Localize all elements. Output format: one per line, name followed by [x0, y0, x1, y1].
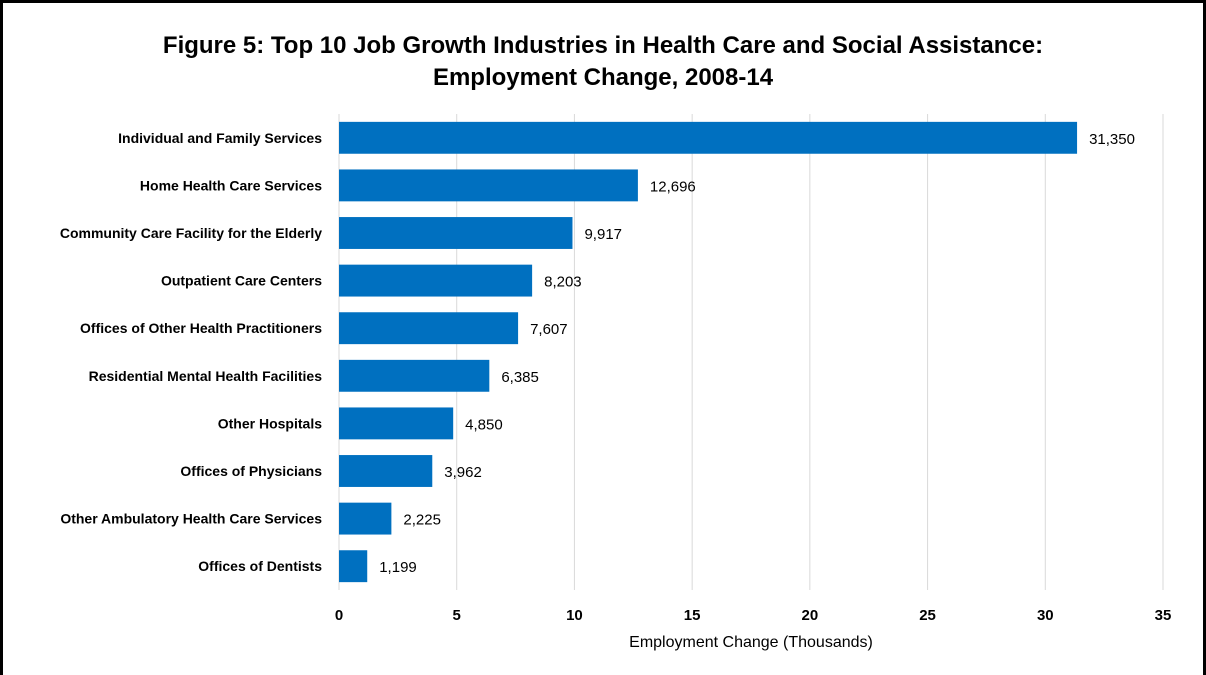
bar — [339, 217, 573, 249]
x-tick-label: 0 — [335, 607, 343, 624]
x-tick-label: 15 — [684, 607, 701, 624]
category-label: Outpatient Care Centers — [161, 273, 322, 289]
bar — [339, 407, 454, 440]
data-label: 4,850 — [465, 416, 503, 433]
category-label: Offices of Physicians — [180, 463, 322, 479]
data-label: 3,962 — [444, 464, 482, 481]
category-label: Other Ambulatory Health Care Services — [60, 511, 322, 527]
x-tick-label: 25 — [919, 607, 936, 624]
category-label: Other Hospitals — [218, 415, 322, 431]
data-label: 31,350 — [1089, 131, 1135, 148]
bar — [339, 264, 533, 297]
category-label: Offices of Dentists — [198, 558, 322, 574]
category-label: Individual and Family Services — [118, 130, 322, 146]
bar — [339, 121, 1078, 154]
data-label: 2,225 — [403, 512, 441, 529]
category-label: Offices of Other Health Practitioners — [80, 320, 322, 336]
x-tick-label: 35 — [1155, 607, 1172, 624]
data-label: 8,203 — [544, 274, 582, 291]
bar — [339, 550, 368, 583]
x-tick-label: 20 — [802, 607, 819, 624]
category-label: Community Care Facility for the Elderly — [60, 225, 322, 241]
x-axis-title: Employment Change (Thousands) — [629, 634, 873, 651]
category-label: Home Health Care Services — [140, 177, 322, 193]
bar — [339, 359, 490, 392]
data-label: 6,385 — [501, 369, 539, 386]
bar — [339, 455, 433, 487]
data-label: 1,199 — [379, 559, 417, 576]
data-label: 9,917 — [584, 226, 622, 243]
bar — [339, 312, 519, 345]
category-label: Residential Mental Health Facilities — [89, 368, 323, 384]
chart-title-line2: Employment Change, 2008-14 — [432, 64, 774, 91]
x-tick-label: 10 — [566, 607, 583, 624]
x-tick-label: 5 — [453, 607, 461, 624]
chart-title-line1: Figure 5: Top 10 Job Growth Industries i… — [162, 32, 1044, 59]
data-label: 12,696 — [650, 178, 696, 195]
bar — [339, 502, 392, 535]
chart-title: Figure 5: Top 10 Job Growth Industries i… — [0, 30, 1206, 94]
bar — [339, 169, 638, 202]
data-label: 7,607 — [530, 321, 568, 338]
x-tick-label: 30 — [1037, 607, 1054, 624]
